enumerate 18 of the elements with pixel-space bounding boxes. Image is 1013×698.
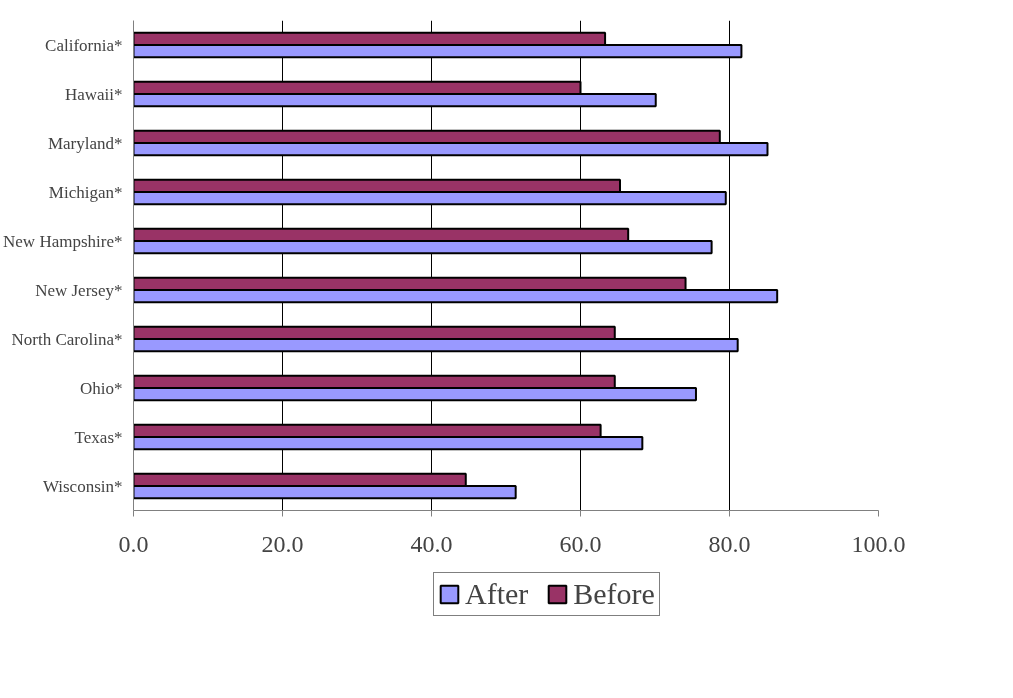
- y-tick-label: California*: [45, 35, 123, 55]
- y-tick-label: Wisconsin*: [42, 476, 123, 496]
- y-tick-label: Ohio*: [80, 378, 123, 398]
- y-tick-label: North Carolina*: [11, 329, 123, 349]
- x-tick-label: 0.0: [118, 530, 149, 557]
- x-tick-label: 100.0: [851, 530, 906, 557]
- y-tick-label: Texas*: [74, 427, 123, 447]
- y-tick-label: New Hampshire*: [3, 231, 123, 251]
- x-tick-label: 20.0: [261, 530, 304, 557]
- x-tick-label: 60.0: [559, 530, 602, 557]
- x-tick-label: 40.0: [410, 530, 453, 557]
- y-tick-label: Hawaii*: [64, 84, 123, 104]
- legend-label: After: [465, 577, 529, 611]
- y-tick-label: Michigan*: [48, 182, 123, 202]
- x-tick-label: 80.0: [708, 530, 751, 557]
- y-tick-label: New Jersey*: [35, 280, 123, 300]
- y-tick-label: Maryland*: [47, 133, 123, 153]
- legend-label: Before: [573, 577, 655, 611]
